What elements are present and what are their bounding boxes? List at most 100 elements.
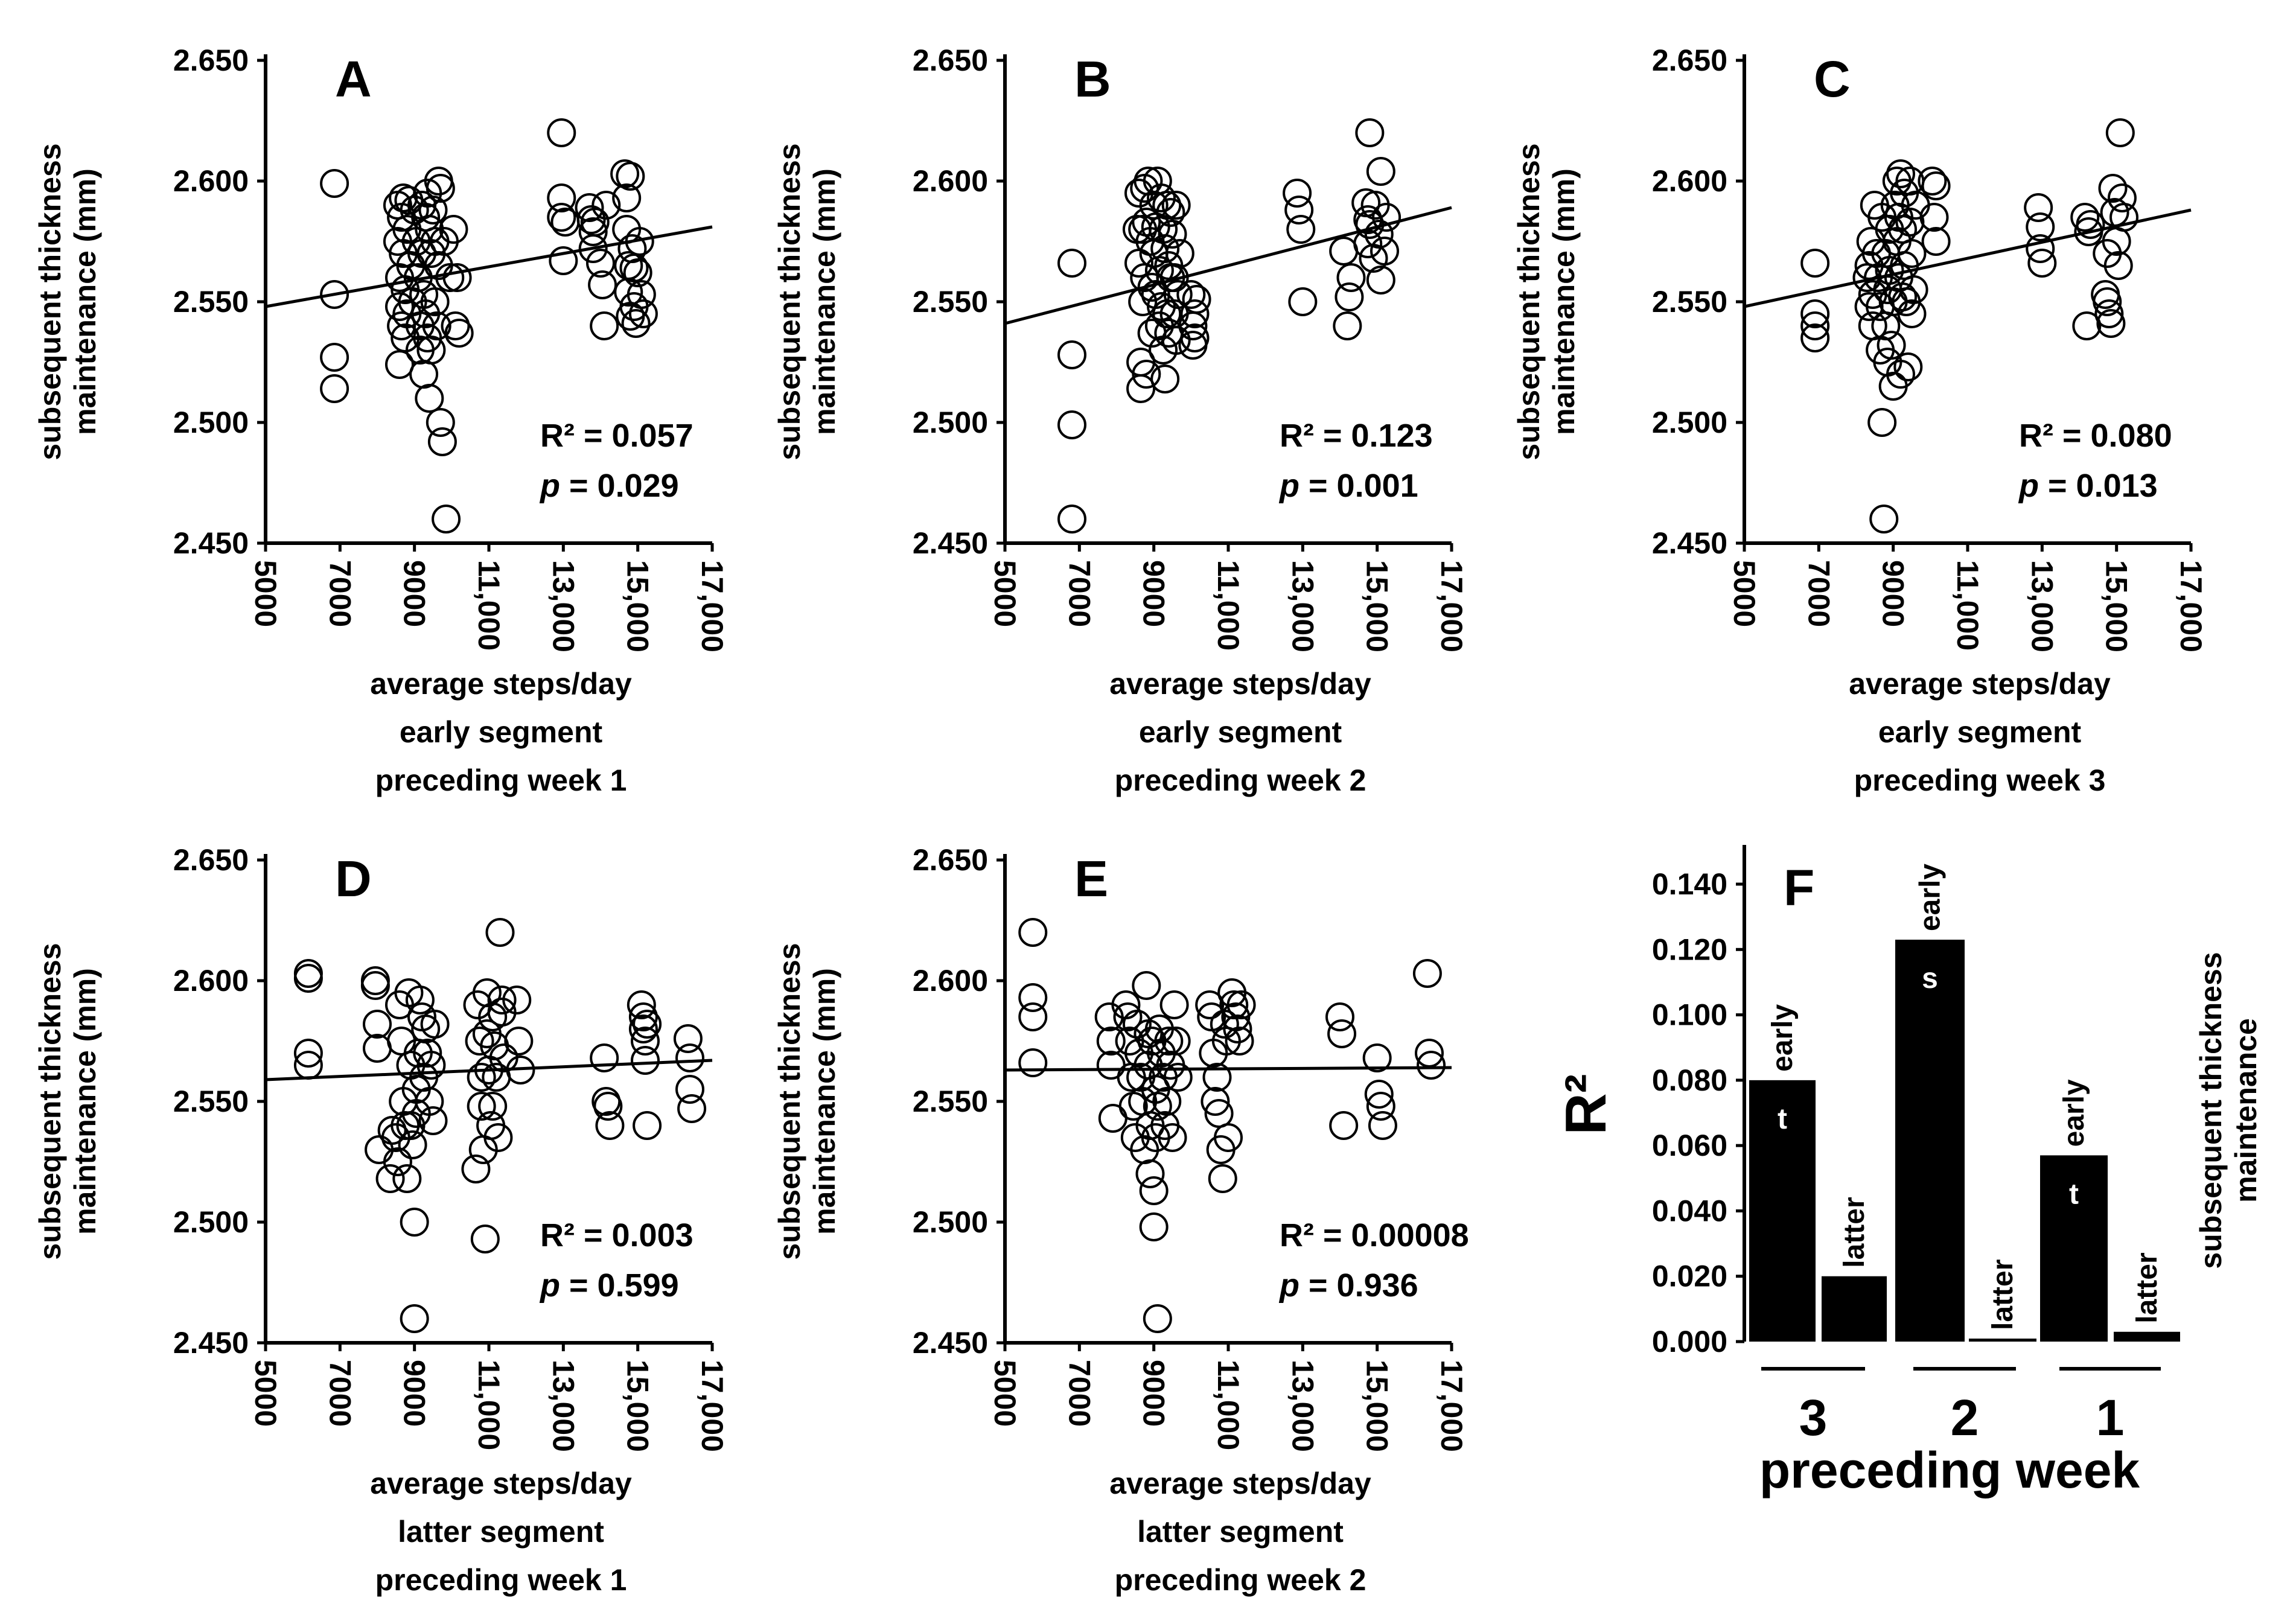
x-tick-label: 5000 (1727, 560, 1761, 627)
y-axis-label: subsequent thickness (33, 943, 67, 1260)
data-point (1869, 505, 1899, 533)
r2-annotation: R² = 0.00008 (1280, 1217, 1469, 1253)
data-point (593, 1092, 623, 1121)
x-tick-label: 15,000 (621, 1360, 655, 1452)
data-point (1150, 234, 1180, 263)
y-tick-label: 2.650 (173, 843, 249, 877)
data-point (1335, 282, 1364, 311)
data-point (612, 183, 642, 212)
data-point (1182, 285, 1211, 314)
panel-letter: C (1814, 51, 1851, 107)
data-point (588, 270, 617, 299)
data-point (1895, 208, 1925, 237)
y-tick-label: 2.450 (173, 526, 249, 560)
data-point (383, 1147, 412, 1176)
panel-c: 2.450 2.500 2.550 2.600 2.650 5000 7000 9000 11,… (1512, 43, 2208, 797)
data-point (1143, 1304, 1172, 1333)
data-point (1154, 1027, 1184, 1056)
data-point (1417, 1051, 1446, 1080)
data-point (1122, 1010, 1152, 1039)
data-point (441, 311, 470, 340)
x-tick-label: 9000 (398, 560, 432, 627)
data-point (1163, 280, 1193, 309)
p-annotation: p = 0.013 (2018, 468, 2158, 504)
data-point (1921, 171, 1951, 200)
data-point (1165, 239, 1194, 268)
data-point (1098, 1104, 1127, 1133)
y-tick-label: 2.650 (913, 843, 988, 877)
y-tick-label: 2.600 (1652, 164, 1727, 198)
data-point (592, 191, 621, 220)
data-point (1325, 1002, 1354, 1031)
panel-f: 0.000 0.020 0.040 0.060 0.080 0.100 0.120 0.140… (1554, 845, 2263, 1499)
bar-label: early (2058, 1079, 2090, 1147)
data-point (1180, 323, 1210, 352)
data-point (673, 1024, 703, 1053)
data-point (435, 263, 465, 292)
significance-mark: s (1922, 963, 1938, 995)
data-point (1132, 360, 1161, 389)
data-point (616, 162, 645, 191)
data-point (415, 1087, 444, 1116)
y-tick-label: 2.550 (913, 1085, 988, 1118)
data-point (631, 1046, 660, 1075)
data-point (1366, 1092, 1395, 1121)
data-point (1366, 266, 1395, 295)
data-point (1329, 237, 1359, 266)
data-point (1355, 210, 1385, 239)
data-point (1113, 1002, 1143, 1031)
data-point (1202, 1063, 1232, 1092)
data-point (1195, 990, 1225, 1019)
r2-annotation: R² = 0.123 (1280, 418, 1433, 454)
y-tick-label: 2.550 (1652, 285, 1727, 319)
data-point (1877, 331, 1906, 360)
bar-3-latter (1822, 1276, 1887, 1342)
y-tick-label: 0.140 (1652, 867, 1727, 901)
y-axis-label: maintenance (mm) (68, 968, 102, 1235)
data-point (1336, 263, 1366, 292)
x-tick-label: 7000 (323, 1360, 357, 1427)
x-axis-label: average steps/day (370, 1467, 632, 1500)
y-tick-label: 2.600 (173, 164, 249, 198)
panel-letter: E (1074, 850, 1108, 907)
x-tick-label: 11,000 (472, 1360, 506, 1450)
data-point (1139, 1212, 1169, 1241)
significance-mark: t (2069, 1178, 2079, 1210)
data-point (1180, 299, 1210, 328)
data-point (1355, 118, 1385, 147)
data-point (623, 258, 652, 287)
data-point (1208, 1164, 1237, 1193)
p-annotation: p = 0.029 (539, 468, 679, 504)
data-point (1366, 157, 1395, 186)
data-point (1018, 918, 1048, 947)
bar-2-latter (1969, 1339, 2036, 1342)
data-point (360, 971, 390, 1000)
data-point (1057, 340, 1086, 369)
y-tick-label: 0.080 (1652, 1063, 1727, 1097)
panel-e: 2.450 2.500 2.550 2.600 2.650 5000 7000 9000 11,… (773, 843, 1469, 1597)
data-point (1161, 191, 1191, 220)
p-symbol: p (539, 1267, 560, 1304)
x-axis-label: preceding week 2 (1115, 763, 1366, 797)
y-tick-label: 2.500 (913, 406, 988, 439)
data-point (1132, 971, 1161, 1000)
data-point (502, 986, 532, 1014)
y-tick-label: 2.450 (1652, 526, 1727, 560)
data-point (398, 1130, 427, 1159)
y-tick-label: 2.650 (913, 43, 988, 77)
data-point (1897, 239, 1927, 268)
data-point (506, 1056, 535, 1085)
data-point (1288, 287, 1318, 316)
data-point (1096, 1051, 1126, 1080)
p-value: = 0.001 (1299, 468, 1418, 504)
x-axis-label: average steps/day (370, 667, 632, 701)
data-point (1283, 179, 1312, 208)
panel-letter: D (335, 850, 372, 907)
data-point (1921, 227, 1951, 256)
data-point (2098, 174, 2128, 203)
y-tick-label: 2.450 (173, 1326, 249, 1360)
data-point (633, 1111, 662, 1140)
data-point (2027, 249, 2057, 278)
x-tick-label: 5000 (249, 560, 282, 627)
data-point (467, 1092, 496, 1121)
